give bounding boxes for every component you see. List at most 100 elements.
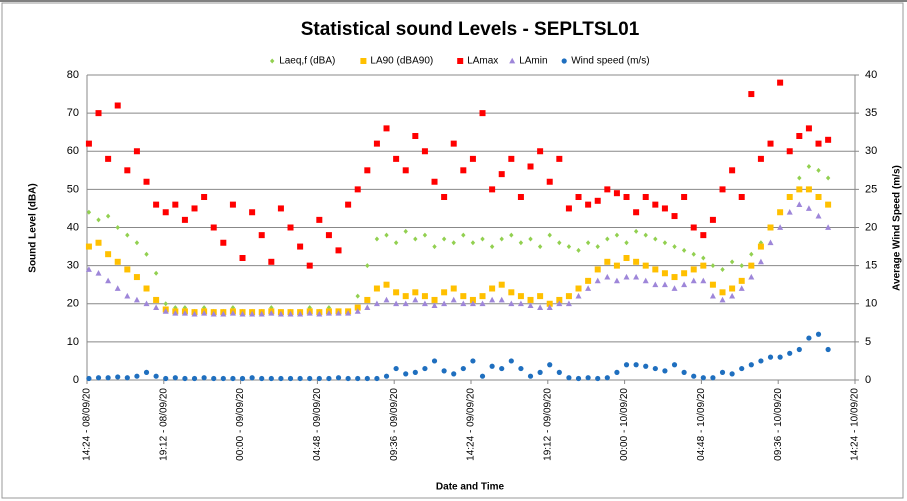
data-point — [585, 240, 591, 246]
data-point — [537, 148, 544, 155]
data-point — [95, 375, 102, 381]
data-point — [143, 369, 150, 375]
data-point — [258, 232, 265, 239]
data-point — [441, 236, 447, 242]
data-point — [786, 148, 793, 155]
data-point — [153, 201, 160, 208]
data-point — [556, 296, 563, 303]
data-point — [805, 125, 812, 132]
data-point — [757, 258, 764, 265]
data-point — [182, 375, 188, 382]
x-tick-label: 04:48 - 09/09/20 — [312, 388, 323, 461]
data-point — [604, 273, 611, 280]
data-point — [661, 281, 668, 288]
data-point — [412, 289, 419, 296]
data-point — [383, 373, 390, 379]
data-point — [431, 358, 438, 364]
data-point — [671, 274, 678, 281]
data-point — [652, 365, 658, 372]
data-point — [681, 247, 687, 253]
data-point — [806, 164, 812, 169]
data-point — [738, 194, 745, 200]
data-point — [633, 258, 640, 265]
data-point — [624, 240, 629, 246]
legend-label: LAmax — [467, 56, 498, 67]
data-point — [623, 362, 630, 368]
data-point — [316, 375, 322, 382]
data-point — [633, 362, 639, 368]
data-point — [422, 232, 428, 238]
data-point — [480, 236, 485, 242]
data-point — [105, 375, 111, 381]
data-point — [345, 201, 352, 208]
data-point — [739, 365, 745, 372]
data-point — [335, 310, 342, 316]
data-point — [354, 304, 361, 311]
data-point — [537, 369, 543, 375]
data-point — [594, 197, 601, 204]
data-point — [421, 148, 428, 155]
data-point — [796, 201, 803, 208]
data-point — [345, 310, 352, 316]
data-point — [738, 285, 745, 291]
data-point — [671, 362, 678, 368]
data-point — [662, 368, 668, 374]
y2-axis-title: Average Wind Speed (m/s) — [892, 165, 903, 291]
data-point — [249, 209, 256, 216]
data-point — [220, 310, 227, 317]
data-point — [710, 263, 716, 269]
data-point — [211, 375, 217, 382]
data-point — [623, 255, 630, 261]
data-point — [479, 300, 486, 307]
data-point — [364, 296, 371, 303]
y2-tick-label: 0 — [865, 374, 871, 386]
data-point — [162, 308, 169, 314]
data-point — [825, 136, 832, 143]
data-point — [633, 209, 640, 216]
data-point — [133, 274, 140, 281]
data-point — [403, 371, 409, 377]
x-tick-label: 19:12 - 08/09/20 — [158, 388, 169, 461]
data-point — [364, 304, 371, 310]
data-point — [105, 213, 111, 219]
data-point — [498, 171, 505, 178]
data-point — [114, 102, 121, 109]
data-point — [806, 335, 812, 341]
legend-label: Wind speed (m/s) — [571, 56, 649, 67]
data-point — [220, 375, 226, 382]
data-point — [710, 375, 716, 381]
data-point — [767, 354, 774, 360]
data-point — [364, 375, 370, 382]
data-point — [517, 300, 524, 307]
data-point — [652, 281, 659, 288]
x-tick-label: 00:00 - 10/09/20 — [619, 388, 630, 461]
data-point — [201, 310, 208, 316]
data-point — [105, 277, 112, 284]
data-point — [191, 375, 198, 382]
data-point — [585, 201, 592, 208]
data-point — [210, 310, 217, 317]
y-tick-label: 10 — [67, 336, 79, 348]
y-tick-label: 50 — [67, 183, 79, 195]
data-point — [172, 310, 179, 316]
data-point — [201, 375, 207, 381]
data-point — [373, 285, 380, 292]
data-point — [230, 375, 236, 382]
data-point — [239, 375, 246, 382]
data-point — [345, 375, 351, 382]
data-point — [719, 296, 726, 303]
data-point — [373, 140, 380, 147]
data-point — [354, 186, 361, 193]
data-point — [489, 244, 495, 250]
data-point — [643, 232, 648, 238]
data-point — [364, 167, 371, 174]
data-point — [460, 167, 467, 174]
data-point — [595, 244, 600, 250]
data-point — [412, 133, 419, 139]
data-point — [469, 155, 476, 162]
data-point — [576, 247, 581, 253]
data-point — [729, 371, 735, 377]
data-point — [508, 300, 515, 307]
data-point — [546, 300, 553, 307]
data-point — [441, 289, 448, 296]
